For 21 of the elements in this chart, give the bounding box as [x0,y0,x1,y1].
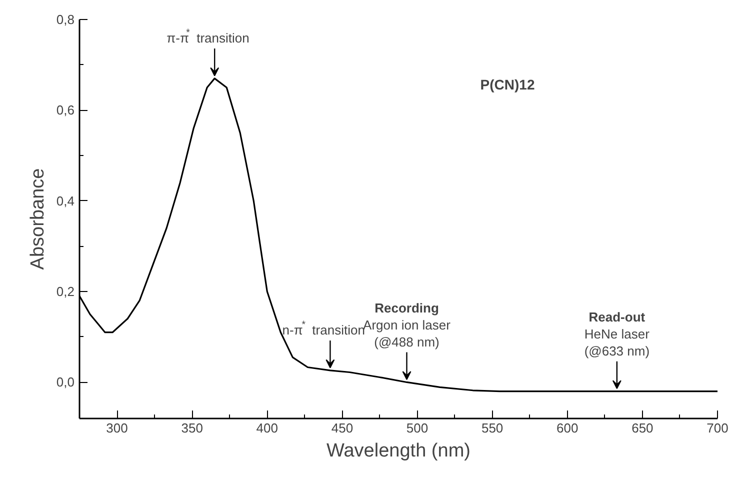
x-tick-label: 300 [106,420,128,436]
annotation: Recording Argon ion laser (@488 nm) [363,300,452,350]
y-tick-label: 0,8 [56,12,75,27]
y-tick-label: 0,0 [56,374,75,390]
x-tick-label: 700 [706,420,728,436]
x-tick-label: 450 [331,420,354,436]
x-tick-label: 650 [632,420,654,436]
y-axis-title: Absorbance [27,168,48,270]
y-tick-label: 0,4 [56,193,75,208]
x-tick-label: 600 [556,420,578,436]
x-axis-title: Wavelength (nm) [326,440,470,462]
x-tick-label: 550 [481,420,504,436]
annotation: π-π* transition [166,28,250,46]
x-tick-label: 350 [181,420,203,436]
y-tick-label: 0,6 [56,102,75,118]
y-tick-label: 0,2 [56,284,75,300]
annotation: Read-out HeNe laser (@633 nm) [584,309,650,358]
annotation: n-π* transition [282,320,365,338]
x-tick-label: 400 [256,420,278,436]
annotation: P(CN)12 [480,76,535,92]
x-tick-label: 500 [406,420,428,436]
